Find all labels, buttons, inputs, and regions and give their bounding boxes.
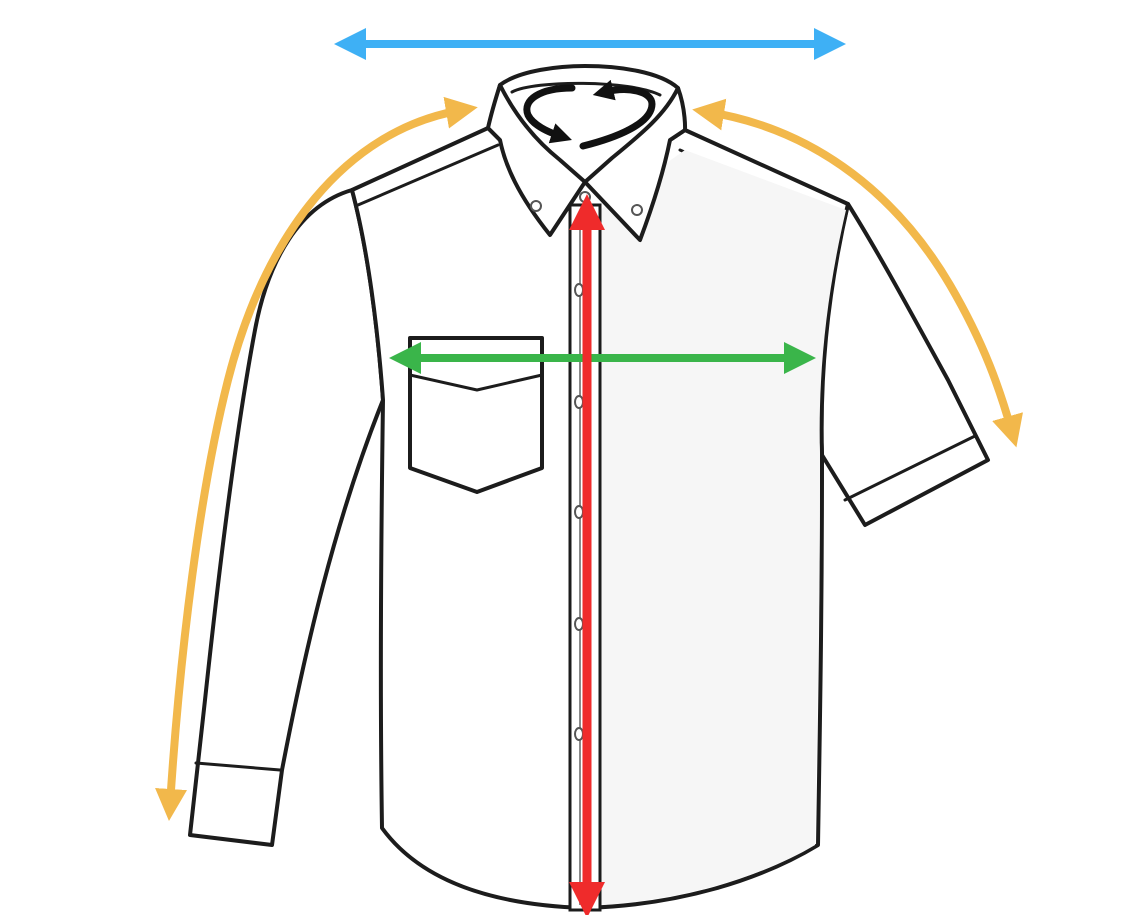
left-sleeve <box>188 188 385 847</box>
shirt-button <box>574 283 584 297</box>
collar-button-left <box>530 200 542 212</box>
collar-arrow-right <box>579 79 656 150</box>
measurement-arrows <box>155 28 1023 915</box>
collar-inner <box>510 81 662 97</box>
collar-circumference-icon <box>523 79 656 150</box>
shirt-button <box>574 505 584 519</box>
collar-arrow-left <box>523 84 576 144</box>
shirt-button <box>574 395 584 409</box>
right-sleeve <box>819 202 990 527</box>
right-sleeve-length-arrow <box>692 98 1023 448</box>
top-button <box>579 191 591 203</box>
right-collar-point <box>583 86 688 242</box>
right-panel-shade <box>600 150 846 905</box>
left-sleeve-length-arrow <box>155 96 478 821</box>
left-collar-point <box>486 83 587 237</box>
shirt-button <box>574 727 584 741</box>
shirt-button <box>574 617 584 631</box>
collar-button-right <box>631 204 643 216</box>
